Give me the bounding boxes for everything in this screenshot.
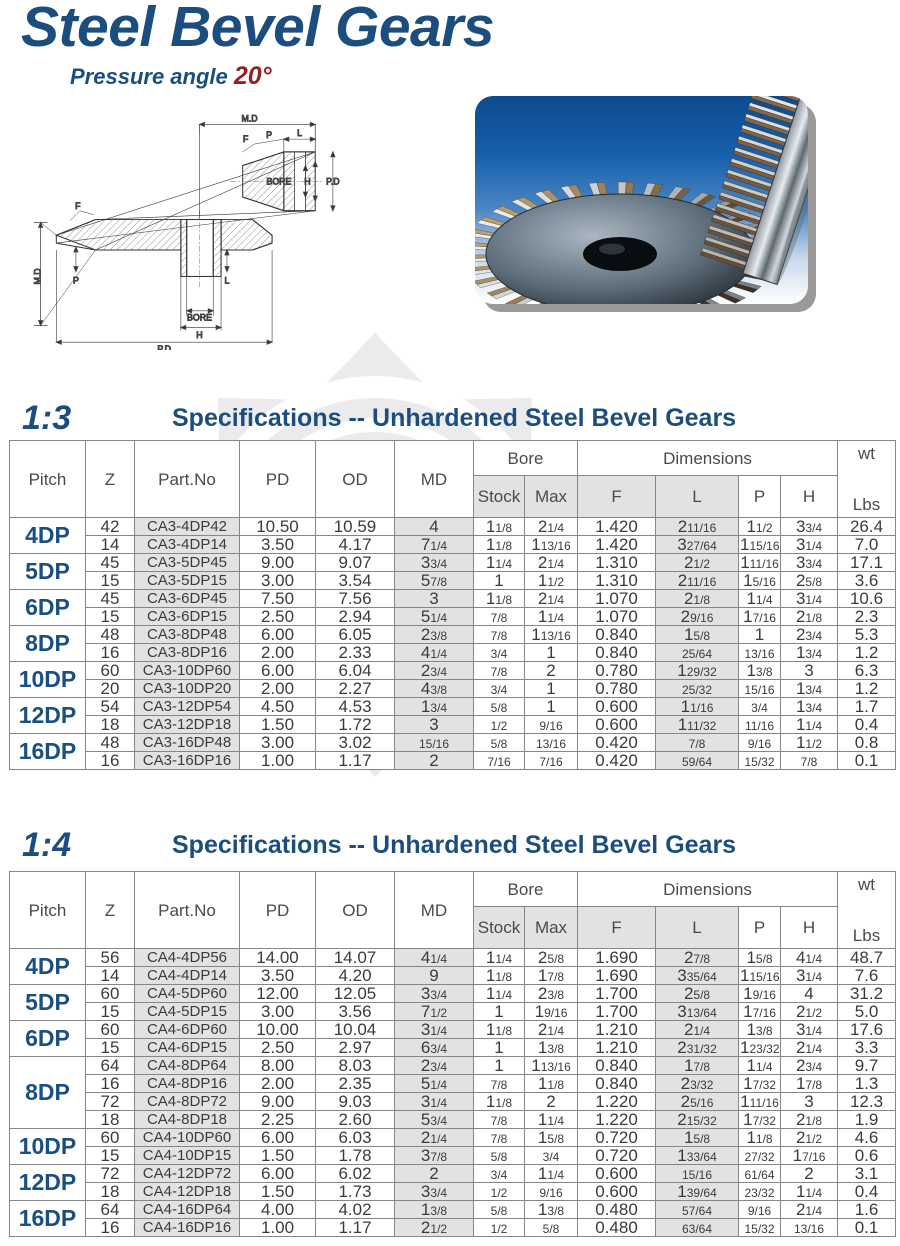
svg-text:P.D: P.D	[157, 344, 171, 350]
svg-text:M.D: M.D	[241, 113, 257, 123]
svg-text:BORE: BORE	[266, 176, 291, 186]
svg-text:P: P	[73, 275, 79, 285]
svg-text:L: L	[297, 128, 302, 138]
svg-text:H: H	[304, 176, 310, 186]
svg-text:F: F	[243, 134, 249, 144]
svg-text:BORE: BORE	[187, 313, 212, 323]
svg-text:H: H	[196, 330, 202, 340]
svg-text:F: F	[75, 201, 81, 211]
svg-text:P.D: P.D	[326, 176, 340, 186]
svg-text:L: L	[225, 275, 230, 285]
svg-text:M.D: M.D	[33, 268, 43, 284]
svg-text:P: P	[266, 130, 272, 140]
